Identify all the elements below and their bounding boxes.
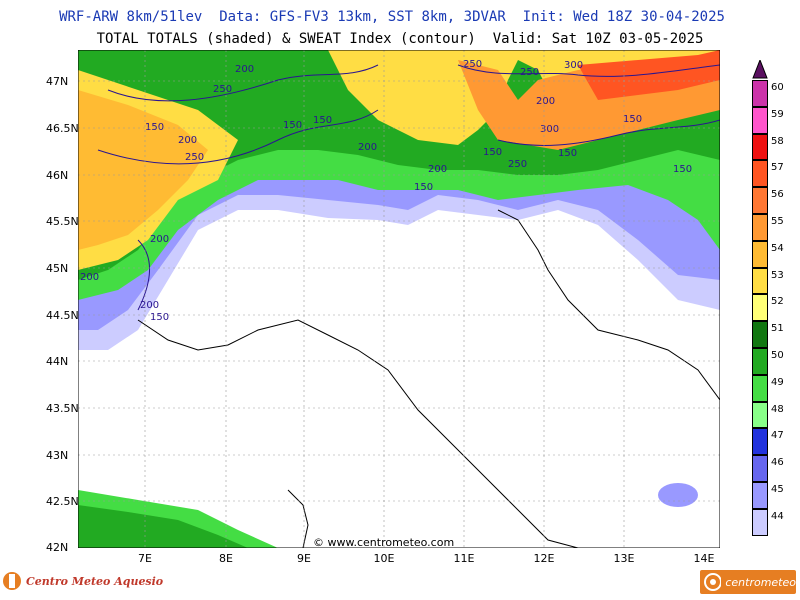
- contour-label: 250: [213, 84, 232, 95]
- colorbar-swatch: [752, 160, 768, 188]
- contour-label: 150: [145, 122, 164, 133]
- map-svg: 200 250 150 150 250 250 300 200 200 250 …: [78, 50, 720, 548]
- contour-label: 250: [520, 67, 539, 78]
- contour-label: 150: [414, 182, 433, 193]
- contour-label: 250: [463, 59, 482, 70]
- lon-label: 9E: [297, 552, 311, 565]
- colorbar-label: 46: [771, 457, 784, 469]
- colorbar-swatch: [752, 348, 768, 375]
- colorbar-label: 53: [771, 269, 784, 281]
- lat-label: 45N: [46, 262, 69, 275]
- colorbar-label: 48: [771, 403, 784, 415]
- colorbar-label: 49: [771, 376, 784, 388]
- colorbar-swatch: [752, 133, 768, 161]
- logo-icon: [704, 573, 722, 591]
- footer-logo-left: Centro Meteo Aquesio: [2, 568, 163, 594]
- colorbar-label: 52: [771, 296, 784, 308]
- colorbar-swatch: [752, 428, 768, 456]
- contour-label: 150: [283, 120, 302, 131]
- colorbar-label: 60: [771, 82, 784, 93]
- contour-label: 200: [80, 272, 99, 283]
- contour-label: 300: [564, 60, 583, 71]
- colorbar-swatch: [752, 374, 768, 402]
- colorbar-label: 44: [771, 510, 784, 522]
- header-subtitle: TOTAL TOTALS (shaded) & SWEAT Index (con…: [96, 31, 704, 47]
- coastline-corsica: [287, 489, 309, 548]
- field-blue-adriatic: [658, 483, 698, 507]
- lat-label: 43.5N: [46, 402, 79, 415]
- colorbar-label: 57: [771, 162, 784, 174]
- colorbar-swatch: [752, 80, 768, 107]
- footer-right-text: centrometeo: [725, 575, 796, 589]
- lon-label: 14E: [693, 552, 715, 565]
- colorbar-swatch: [752, 482, 768, 509]
- colorbar-swatch: [752, 321, 768, 348]
- field-darkgreen-south: [78, 505, 248, 548]
- lat-label: 42N: [46, 541, 69, 554]
- lon-label: 11E: [453, 552, 475, 565]
- watermark: © www.centrometeo.com: [313, 536, 454, 548]
- field-orange-west: [78, 90, 208, 250]
- lat-label: 44.5N: [46, 309, 79, 322]
- colorbar-swatch: [752, 187, 768, 214]
- contour-label: 200: [358, 142, 377, 153]
- weather-map: 200 250 150 150 250 250 300 200 200 250 …: [78, 50, 720, 548]
- contour-label: 150: [313, 115, 332, 126]
- field-red-north: [578, 50, 720, 100]
- colorbar-swatch: [752, 214, 768, 241]
- graticule: [78, 50, 720, 548]
- footer-left-text: Centro Meteo Aquesio: [26, 574, 164, 588]
- colorbar-label: 59: [771, 108, 784, 120]
- contour-label: 250: [508, 159, 527, 170]
- lat-label: 47N: [46, 75, 69, 88]
- lon-label: 7E: [138, 552, 152, 565]
- lat-label: 44N: [46, 355, 69, 368]
- colorbar-swatch: [752, 508, 768, 536]
- colorbar-label: 56: [771, 189, 784, 201]
- colorbar-swatch: [752, 106, 768, 134]
- colorbar-arrow: [752, 60, 768, 79]
- colorbar-label: 47: [771, 430, 784, 442]
- contour-label: 150: [558, 148, 577, 159]
- contour-label: 150: [150, 312, 169, 323]
- sweat-contours: [97, 64, 720, 311]
- colorbar-swatch: [752, 294, 768, 322]
- colorbar-label: 51: [771, 323, 784, 335]
- lat-label: 42.5N: [46, 495, 79, 508]
- colorbar-label: 58: [771, 135, 784, 147]
- lon-label: 10E: [373, 552, 395, 565]
- lon-label: 12E: [533, 552, 555, 565]
- colorbar-swatch: [752, 401, 768, 429]
- colorbar-swatch: [752, 267, 768, 295]
- contour-label: 200: [178, 135, 197, 146]
- contour-label: 150: [673, 164, 692, 175]
- lat-label: 46N: [46, 169, 69, 182]
- contour-label: 250: [185, 152, 204, 163]
- lat-label: 43N: [46, 449, 69, 462]
- lat-label: 45.5N: [46, 215, 79, 228]
- header-title: WRF-ARW 8km/51lev Data: GFS-FV3 13km, SS…: [59, 9, 725, 25]
- contour-label: 150: [483, 147, 502, 158]
- colorbar-label: 45: [771, 484, 784, 495]
- colorbar-label: 55: [771, 216, 784, 227]
- lat-label: 46.5N: [46, 122, 79, 135]
- colorbar-swatch: [752, 455, 768, 482]
- colorbar-label: 50: [771, 350, 784, 361]
- contour-label: 200: [140, 300, 159, 311]
- contour-label: 200: [150, 234, 169, 245]
- lon-label: 13E: [613, 552, 635, 565]
- footer-logo-right: centrometeo: [700, 570, 796, 594]
- colorbar-svg: [752, 60, 768, 79]
- contour-label-group: 200 250 150 150 250 250 300 200 200 250 …: [80, 59, 692, 323]
- logo-icon: [3, 572, 21, 590]
- colorbar-swatch: [752, 240, 768, 268]
- contour-label: 300: [540, 124, 559, 135]
- colorbar-label: 54: [771, 242, 784, 254]
- contour-label: 200: [536, 96, 555, 107]
- contour-label: 200: [235, 64, 254, 75]
- lon-label: 8E: [219, 552, 233, 565]
- contour-label: 150: [623, 114, 642, 125]
- contour-label: 200: [428, 164, 447, 175]
